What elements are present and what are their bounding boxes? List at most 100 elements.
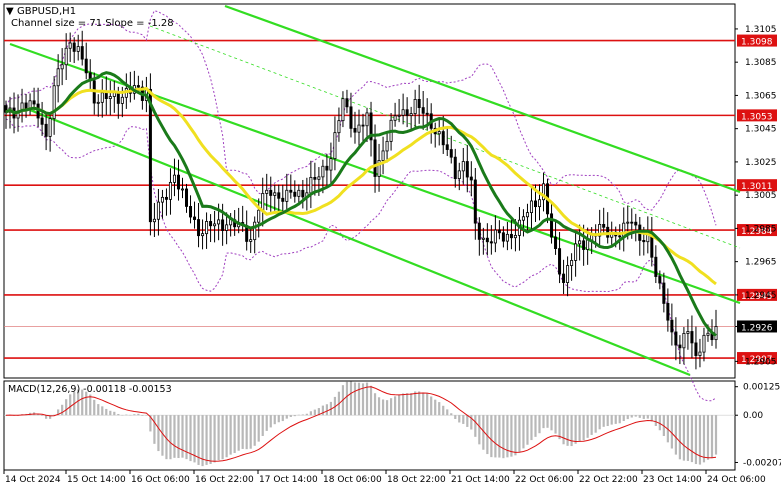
time-tick-label: 14 Oct 2024 bbox=[5, 475, 61, 485]
candle-body bbox=[469, 176, 473, 181]
macd-histogram-bar bbox=[293, 415, 296, 417]
macd-histogram-bar bbox=[606, 415, 609, 427]
level-label-box bbox=[737, 179, 777, 192]
level-label-box bbox=[737, 34, 777, 47]
price-tick-label: 1.2945 bbox=[745, 291, 777, 301]
candle-body bbox=[217, 219, 221, 225]
candle-body bbox=[325, 165, 329, 171]
macd-histogram-bar bbox=[554, 415, 557, 434]
price-panel bbox=[3, 3, 736, 379]
macd-histogram-bar bbox=[137, 413, 140, 416]
macd-histogram-bar bbox=[233, 415, 236, 453]
candle-body bbox=[72, 42, 76, 52]
candle-body bbox=[273, 192, 277, 196]
macd-histogram-bar bbox=[77, 389, 80, 416]
candle-body bbox=[201, 233, 205, 237]
candle-body bbox=[562, 273, 566, 283]
macd-histogram-bar bbox=[434, 399, 437, 416]
macd-histogram-bar bbox=[213, 415, 216, 463]
macd-histogram-bar bbox=[249, 415, 252, 449]
macd-histogram-bar bbox=[193, 415, 196, 463]
macd-histogram-bar bbox=[129, 414, 132, 416]
macd-histogram-bar bbox=[410, 393, 413, 416]
macd-histogram-bar bbox=[442, 405, 445, 416]
candle-body bbox=[473, 179, 477, 224]
macd-histogram-bar bbox=[393, 396, 397, 416]
bollinger-upper-line bbox=[5, 10, 717, 226]
candle-body bbox=[76, 46, 80, 52]
macd-histogram-bar bbox=[101, 406, 104, 416]
candle-body bbox=[513, 235, 517, 239]
candle-body bbox=[686, 331, 690, 334]
candle-body bbox=[642, 240, 646, 243]
macd-histogram-bar bbox=[658, 415, 661, 431]
macd-histogram-bar bbox=[702, 415, 706, 463]
candle-body bbox=[413, 99, 417, 115]
level-label-box bbox=[737, 352, 777, 365]
candle-body bbox=[682, 333, 686, 349]
macd-histogram-bar bbox=[530, 415, 533, 441]
time-tick-label: 18 Oct 22:00 bbox=[387, 475, 446, 485]
macd-tick-label: -0.00207 bbox=[743, 458, 781, 468]
macd-histogram-bar bbox=[141, 415, 144, 416]
candle-body bbox=[449, 149, 453, 158]
level-label-box bbox=[737, 109, 777, 122]
ma-fast-line bbox=[5, 71, 717, 337]
candle-body bbox=[634, 221, 638, 226]
macd-histogram-bar bbox=[333, 396, 337, 416]
macd-histogram-bar bbox=[682, 415, 686, 461]
level-label: 1.3011 bbox=[741, 182, 773, 192]
candle-body bbox=[257, 209, 261, 223]
macd-histogram-bar bbox=[121, 414, 124, 416]
macd-histogram-bar bbox=[40, 415, 44, 416]
macd-histogram-bar bbox=[217, 415, 220, 461]
candle-body bbox=[582, 240, 586, 250]
macd-histogram-bar bbox=[173, 415, 176, 458]
macd-tick-label: 0.00125 bbox=[743, 383, 780, 393]
candle-body bbox=[64, 47, 68, 66]
macd-histogram-bar bbox=[329, 401, 333, 416]
candle-body bbox=[189, 206, 193, 218]
candle-body bbox=[626, 221, 630, 224]
candle-body bbox=[249, 239, 253, 242]
macd-histogram-bar bbox=[586, 415, 589, 438]
macd-histogram-bar bbox=[438, 402, 441, 416]
candle-body bbox=[156, 201, 160, 220]
macd-histogram-bar bbox=[450, 413, 453, 416]
candle-body bbox=[618, 235, 622, 238]
macd-histogram-bar bbox=[273, 415, 276, 425]
candle-body bbox=[542, 183, 546, 201]
macd-histogram-bar bbox=[650, 415, 653, 422]
time-axis: 14 Oct 2024 15 Oct 14:00 16 Oct 06:00 16 Oc… bbox=[3, 470, 766, 485]
macd-histogram-bar bbox=[185, 415, 188, 460]
candle-body bbox=[321, 165, 325, 178]
macd-histogram-bar bbox=[546, 415, 549, 428]
time-tick-label: 17 Oct 14:00 bbox=[259, 475, 318, 485]
macd-histogram-bar bbox=[578, 415, 581, 442]
macd-histogram-bar bbox=[598, 415, 601, 430]
candle-body bbox=[197, 219, 201, 237]
candle-body bbox=[630, 221, 634, 224]
candle-body bbox=[357, 124, 361, 133]
candle-body bbox=[100, 92, 104, 103]
macd-histogram-bar bbox=[309, 411, 312, 416]
candle-body bbox=[116, 92, 120, 104]
candle-body bbox=[277, 192, 281, 199]
candle-body bbox=[333, 132, 337, 160]
candle-body bbox=[393, 115, 397, 121]
macd-histogram-bar bbox=[321, 405, 324, 416]
macd-tick-label: 0.00 bbox=[743, 411, 763, 421]
candle-body bbox=[269, 189, 273, 196]
candle-body bbox=[353, 127, 357, 133]
candle-body bbox=[397, 114, 401, 117]
candle-body bbox=[309, 176, 313, 194]
macd-histogram-bar bbox=[506, 415, 509, 458]
macd-histogram-bar bbox=[177, 415, 180, 459]
macd-histogram-bar bbox=[474, 415, 477, 437]
macd-histogram-bar bbox=[377, 397, 381, 416]
candle-body bbox=[385, 140, 389, 152]
macd-histogram-bar bbox=[365, 382, 369, 416]
macd-histogram-bar bbox=[398, 394, 401, 416]
level-label: 1.2945 bbox=[741, 292, 773, 302]
